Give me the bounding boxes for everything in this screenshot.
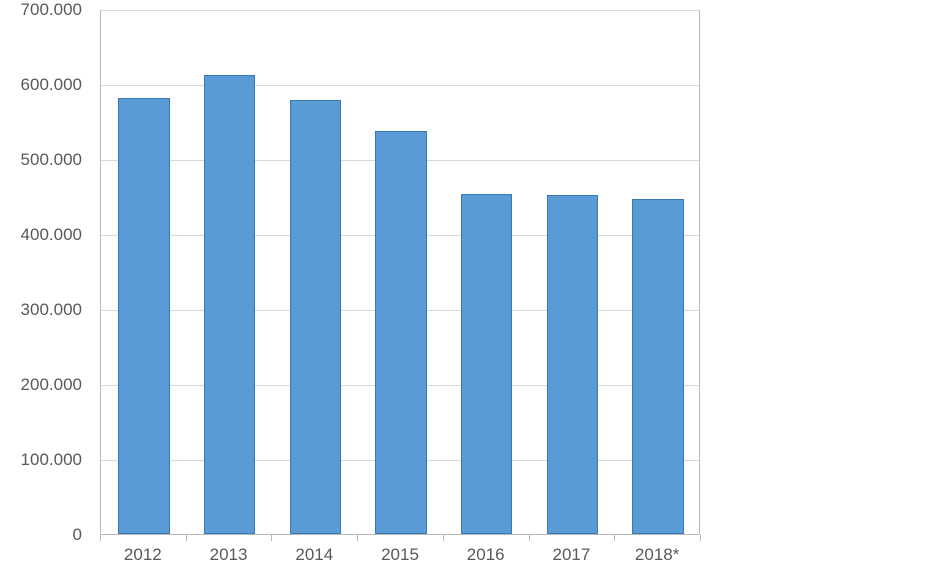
- x-tick-label: 2014: [295, 545, 333, 565]
- x-tick: [271, 535, 272, 541]
- x-tick-label: 2013: [210, 545, 248, 565]
- y-tick-label: 100.000: [0, 450, 82, 470]
- bar: [118, 98, 169, 535]
- bar: [290, 100, 341, 534]
- bar: [547, 195, 598, 534]
- bar-chart: 0 100.000 200.000 300.000 400.000 500.000 600.…: [0, 0, 928, 578]
- bar: [375, 131, 426, 534]
- x-tick: [186, 535, 187, 541]
- x-tick: [614, 535, 615, 541]
- gridline: [101, 85, 699, 86]
- x-tick: [100, 535, 101, 541]
- x-tick-label: 2017: [553, 545, 591, 565]
- bar: [632, 199, 683, 534]
- y-tick-label: 500.000: [0, 150, 82, 170]
- x-tick: [443, 535, 444, 541]
- y-tick-label: 600.000: [0, 75, 82, 95]
- y-tick-label: 200.000: [0, 375, 82, 395]
- gridline: [101, 10, 699, 11]
- y-tick-label: 300.000: [0, 300, 82, 320]
- y-tick-label: 700.000: [0, 0, 82, 20]
- x-tick: [700, 535, 701, 541]
- y-tick-label: 0: [0, 525, 82, 545]
- x-tick-label: 2015: [381, 545, 419, 565]
- x-tick-label: 2016: [467, 545, 505, 565]
- bar: [461, 194, 512, 534]
- x-tick-label: 2012: [124, 545, 162, 565]
- x-tick-label: 2018*: [635, 545, 679, 565]
- x-tick: [357, 535, 358, 541]
- bar: [204, 75, 255, 534]
- y-tick-label: 400.000: [0, 225, 82, 245]
- x-tick: [529, 535, 530, 541]
- plot-area: [100, 10, 700, 535]
